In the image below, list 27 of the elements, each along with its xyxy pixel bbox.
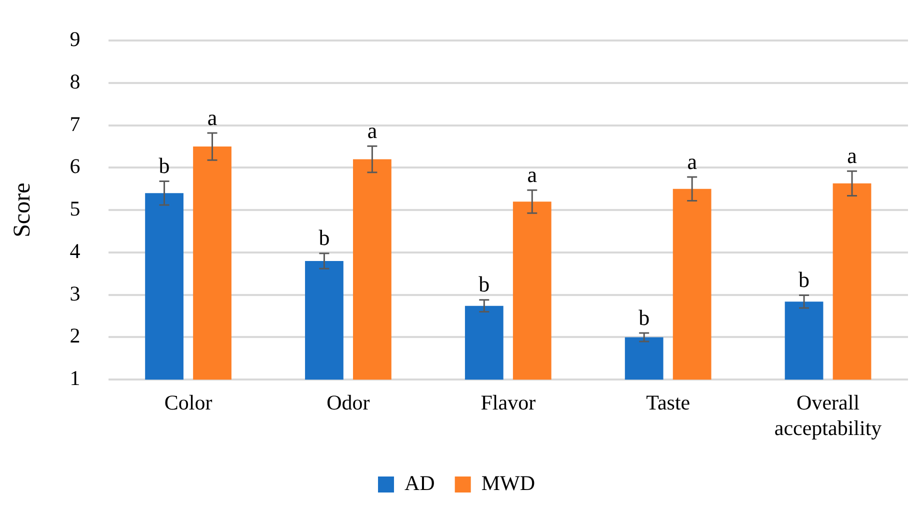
data-label: a bbox=[527, 162, 538, 187]
x-tick-label: Overall acceptability bbox=[774, 390, 882, 440]
y-tick-label: 5 bbox=[70, 196, 80, 221]
data-label: a bbox=[687, 148, 698, 174]
x-tick-label: Taste bbox=[646, 390, 690, 415]
y-tick-label: 8 bbox=[70, 69, 80, 94]
y-tick-label: 4 bbox=[70, 238, 81, 263]
x-tick-label: Color bbox=[164, 390, 212, 415]
y-tick-label: 1 bbox=[70, 366, 80, 390]
legend-label: MWD bbox=[481, 471, 536, 496]
y-tick-label: 9 bbox=[70, 27, 80, 52]
data-label: b bbox=[318, 225, 330, 250]
data-label: b bbox=[158, 153, 170, 178]
data-label: a bbox=[847, 142, 858, 168]
x-tick-label: Flavor bbox=[480, 390, 536, 415]
data-label: a bbox=[367, 118, 378, 143]
data-label: b bbox=[478, 272, 490, 297]
legend-label: AD bbox=[404, 471, 435, 496]
data-label: b bbox=[798, 267, 810, 292]
data-label: b bbox=[638, 304, 650, 330]
y-axis-title: Score bbox=[10, 182, 36, 238]
y-tick-label: 7 bbox=[70, 112, 80, 136]
x-tick-label: Odor bbox=[326, 390, 370, 415]
data-label: a bbox=[207, 104, 218, 130]
y-tick-label: 2 bbox=[70, 324, 80, 348]
y-tick-label: 6 bbox=[70, 154, 80, 178]
y-tick-label: 3 bbox=[70, 281, 80, 306]
